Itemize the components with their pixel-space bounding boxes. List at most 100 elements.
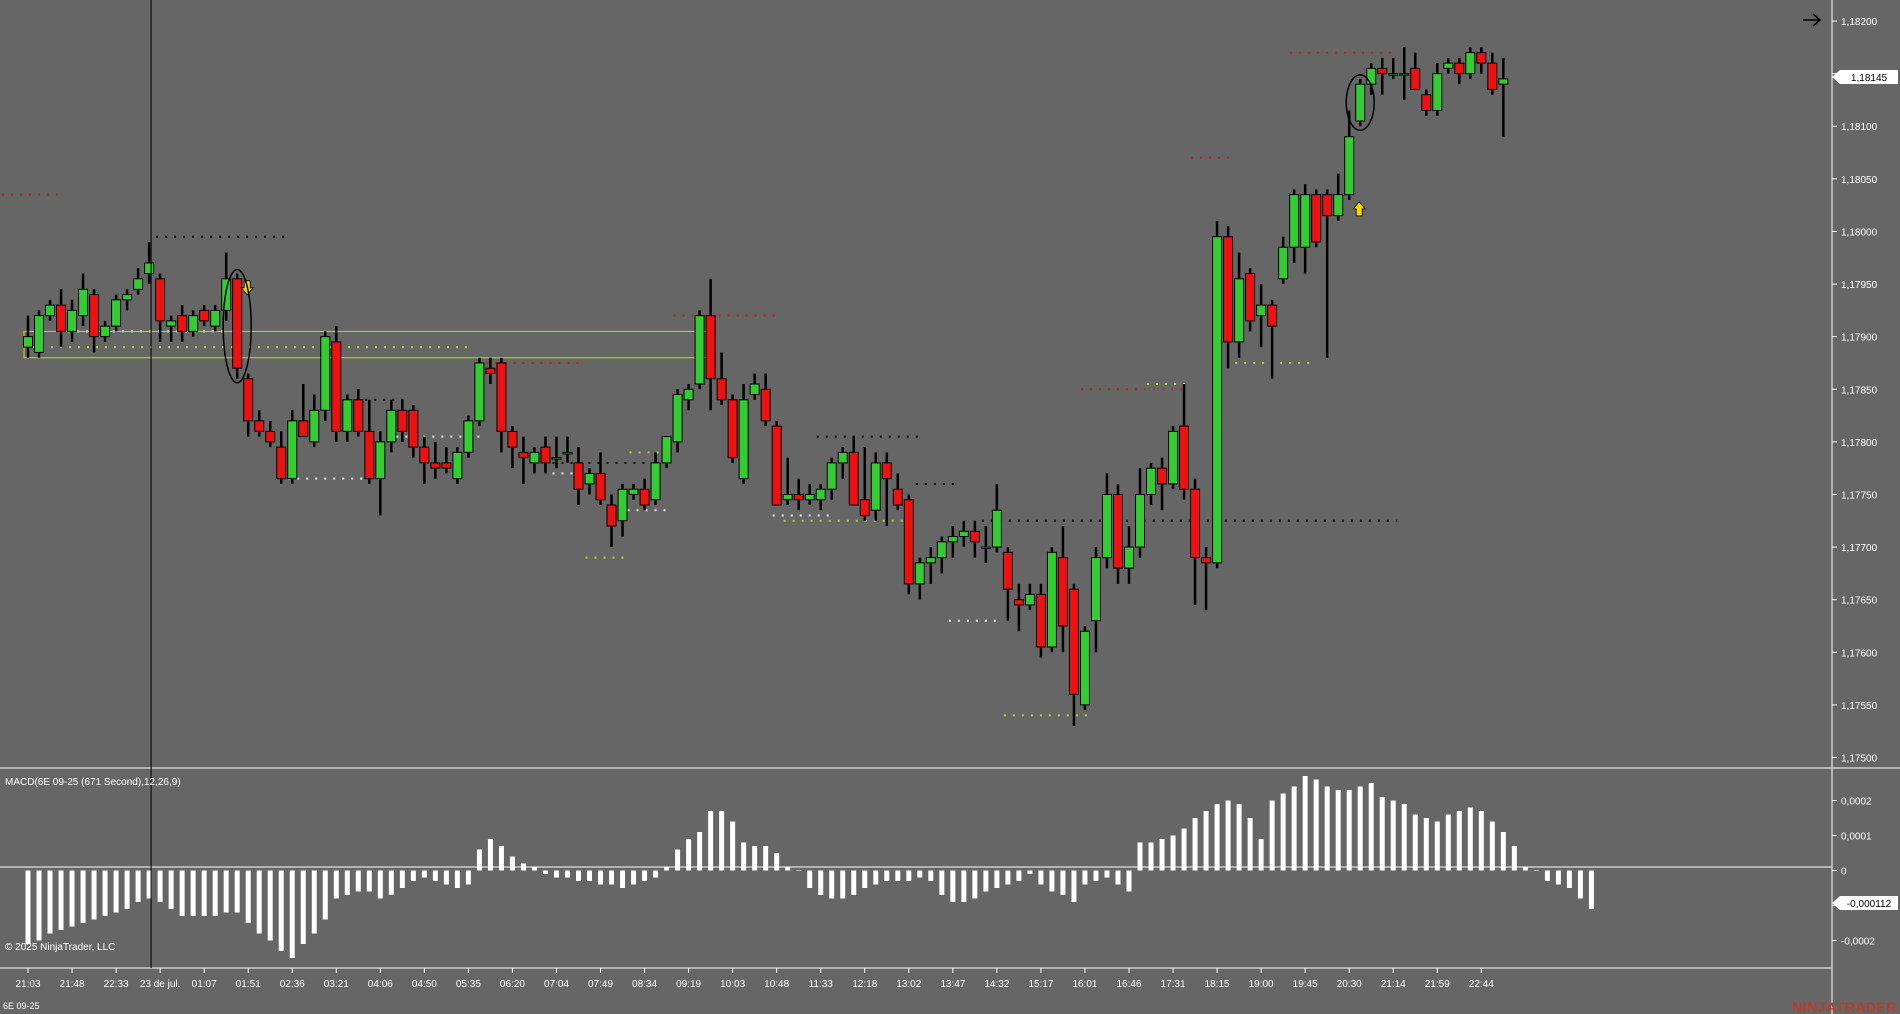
candle-body: [661, 436, 672, 464]
candle-body: [1024, 593, 1035, 606]
candle-body: [1002, 551, 1013, 590]
macd-bar: [807, 870, 813, 888]
macd-bar: [245, 870, 251, 923]
macd-bar: [708, 811, 714, 871]
macd-bar: [1324, 786, 1330, 871]
macd-bar: [1588, 870, 1594, 909]
macd-bar: [851, 870, 857, 895]
macd-bar: [278, 870, 284, 951]
macd-bar: [1126, 870, 1132, 892]
candle-body: [155, 278, 166, 322]
candle-body: [507, 430, 518, 448]
macd-bar: [1335, 790, 1341, 871]
macd-bar: [509, 856, 515, 871]
candle-body: [848, 451, 859, 506]
macd-bar: [961, 870, 967, 902]
candle-body: [595, 472, 606, 501]
macd-bar: [983, 870, 989, 892]
macd-bar: [1170, 835, 1176, 871]
time-tick-label: 13:02: [896, 979, 921, 990]
time-tick-label: 12:18: [852, 979, 877, 990]
time-tick-label: 21:48: [60, 979, 85, 990]
candle-body: [969, 530, 980, 543]
macd-bar: [234, 870, 240, 913]
price-tick-label: 1,17500: [1841, 753, 1878, 764]
macd-bar: [366, 870, 372, 892]
macd-bar: [542, 870, 548, 874]
macd-bar: [697, 832, 703, 871]
candle-body: [694, 315, 705, 385]
macd-histogram[interactable]: [25, 776, 1594, 958]
macd-bar: [69, 870, 75, 927]
macd-tick-label: 0,0001: [1841, 832, 1872, 843]
candle-body: [881, 462, 892, 480]
time-tick-label: 22:33: [104, 979, 129, 990]
macd-bar: [157, 870, 163, 902]
macd-bar: [862, 870, 868, 888]
price-tick-label: 1,18050: [1841, 175, 1878, 186]
time-tick-label: 14:32: [984, 979, 1009, 990]
macd-bar: [553, 870, 559, 878]
time-tick-label: 17:31: [1161, 979, 1186, 990]
candle-body: [716, 378, 727, 401]
candle-body: [1311, 194, 1322, 243]
candle-body: [34, 315, 45, 353]
macd-bar: [421, 870, 427, 878]
candle-body: [804, 493, 815, 501]
candle-body: [683, 388, 694, 401]
macd-bar: [675, 849, 681, 871]
macd-bar: [1038, 870, 1044, 885]
macd-bar: [1357, 786, 1363, 871]
macd-bar: [576, 870, 581, 881]
candle-body: [1146, 467, 1157, 495]
time-tick-label: 20:30: [1337, 979, 1362, 990]
macd-bar: [796, 870, 802, 871]
candle-body: [1101, 493, 1112, 559]
macd-bar: [311, 870, 317, 934]
candle-body: [1245, 273, 1256, 322]
candle-body: [672, 394, 683, 443]
price-tick-label: 1,18200: [1841, 17, 1878, 28]
macd-bar: [1434, 821, 1440, 871]
price-tick-label: 1,17750: [1841, 490, 1878, 501]
arrow-right-icon[interactable]: [1803, 13, 1822, 27]
macd-bar: [47, 870, 53, 934]
candle-body: [1355, 83, 1366, 122]
candle-body: [353, 399, 364, 432]
candlestick-series[interactable]: [23, 47, 1509, 726]
macd-bar: [1489, 821, 1495, 871]
candle-body: [408, 409, 419, 448]
candle-body: [1112, 493, 1123, 569]
macd-bar: [752, 846, 758, 871]
candle-body: [122, 294, 133, 301]
time-tick-label: 04:50: [412, 979, 437, 990]
macd-bar: [564, 870, 570, 878]
macd-bar: [631, 870, 637, 885]
time-tick-label: 19:45: [1293, 979, 1318, 990]
macd-bar: [620, 870, 626, 888]
time-axis[interactable]: 21:03 21:48 22:33 23 de jul. 01:07 01:51 02:36…: [15, 968, 1494, 990]
price-axis[interactable]: 1,182001,181501,181001,180501,180001,179…: [1832, 17, 1878, 764]
candle-body: [67, 309, 78, 332]
time-tick-label: 06:20: [500, 979, 525, 990]
macd-bar: [190, 870, 196, 916]
macd-indicator-title: MACD(6E 09-25 (671 Second),12,26,9): [5, 777, 181, 788]
macd-bar: [355, 870, 361, 892]
candle-body: [518, 451, 529, 459]
macd-bar: [1522, 867, 1528, 871]
candle-body: [1090, 557, 1101, 622]
macd-tick-label: -0,0002: [1841, 937, 1875, 948]
candle-body: [56, 304, 67, 332]
price-tick-label: 1,17700: [1841, 543, 1878, 554]
macd-bar: [1192, 818, 1198, 871]
macd-bar: [135, 870, 141, 902]
macd-bar: [818, 870, 824, 895]
candle-body: [1410, 67, 1421, 90]
candle-body: [562, 451, 573, 455]
candle-body: [166, 320, 177, 327]
candle-body: [947, 536, 958, 543]
macd-bar: [1412, 814, 1418, 871]
candle-body: [1168, 430, 1179, 485]
macd-bar: [1060, 870, 1066, 895]
